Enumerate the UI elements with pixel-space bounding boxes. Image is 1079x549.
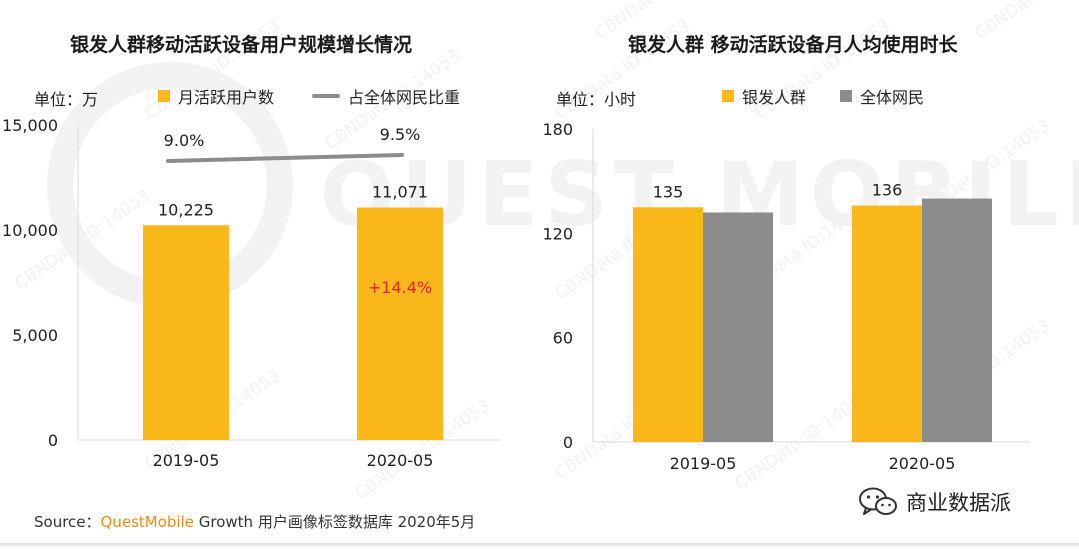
legend-label-all: 全体网民	[860, 88, 925, 107]
chart2-unit-label: 单位：小时	[556, 90, 637, 109]
wechat-icon	[859, 487, 897, 515]
chart2-legend: 银发人群 全体网民	[722, 84, 924, 108]
legend-label-bar: 月活跃用户数	[178, 88, 275, 107]
chart1-x-tick-label: 2020-05	[367, 451, 434, 470]
chart1-bar-2020-05	[357, 207, 443, 440]
legend-swatch-all	[840, 90, 853, 102]
source-brand: QuestMobile	[100, 513, 194, 531]
chart1-bar-value-label: 11,071	[372, 183, 428, 202]
chart2-x-tick-label: 2020-05	[889, 454, 956, 473]
source-prefix: Source：	[34, 513, 101, 531]
chart1-unit-label: 单位：万	[34, 90, 99, 109]
chart1-x-tick-label: 2019-05	[153, 451, 220, 470]
wechat-badge: 商业数据派	[858, 486, 1011, 518]
chart1-y-tick-label: 0	[48, 431, 58, 450]
source-note: Source：QuestMobile Growth 用户画像标签数据库 2020…	[34, 511, 475, 532]
chart2-bar-2020-05-0	[852, 205, 922, 442]
legend-swatch-line	[312, 94, 341, 98]
legend-label-line: 占全体网民比重	[348, 88, 461, 107]
legend-swatch-bar	[158, 90, 170, 102]
chart2-y-tick-label: 120	[542, 224, 573, 243]
chart1-y-tick-label: 10,000	[2, 221, 58, 240]
chart2-bar-2020-05-1	[922, 198, 992, 442]
chart2-bar-2019-05-0	[633, 207, 703, 442]
chart2-bar-value-label: 135	[653, 182, 684, 201]
chart1-bar-value-label: 10,225	[158, 200, 214, 219]
chart2-y-tick-label: 60	[553, 329, 573, 348]
source-rest: Growth 用户画像标签数据库 2020年5月	[193, 513, 476, 531]
chart2-x-tick-label: 2019-05	[670, 454, 737, 473]
chart2-bar-2019-05-1	[703, 212, 773, 442]
chart2-title: 银发人群 移动活跃设备月人均使用时长	[628, 34, 958, 56]
chart1-title: 银发人群移动活跃设备用户规模增长情况	[70, 34, 413, 56]
chart1-line-value-label: 9.0%	[164, 131, 205, 150]
chart2-bar-value-label: 136	[872, 181, 903, 200]
chart1-growth-annotation: +14.4%	[368, 278, 432, 297]
chart1-y-tick-label: 5,000	[12, 326, 58, 345]
chart1-legend: 月活跃用户数 占全体网民比重	[158, 84, 460, 108]
chart1-bar-2019-05	[143, 225, 229, 440]
chart1-line-series	[166, 153, 404, 163]
legend-swatch-silver	[722, 90, 734, 102]
legend-label-silver: 银发人群	[742, 88, 807, 107]
wechat-label: 商业数据派	[906, 491, 1011, 515]
chart2-y-tick-label: 180	[542, 120, 573, 139]
bottom-rule	[0, 543, 1079, 546]
chart1-line-value-label: 9.5%	[380, 125, 421, 144]
chart2-y-tick-label: 0	[563, 433, 573, 452]
chart1-y-tick-label: 15,000	[2, 116, 58, 135]
